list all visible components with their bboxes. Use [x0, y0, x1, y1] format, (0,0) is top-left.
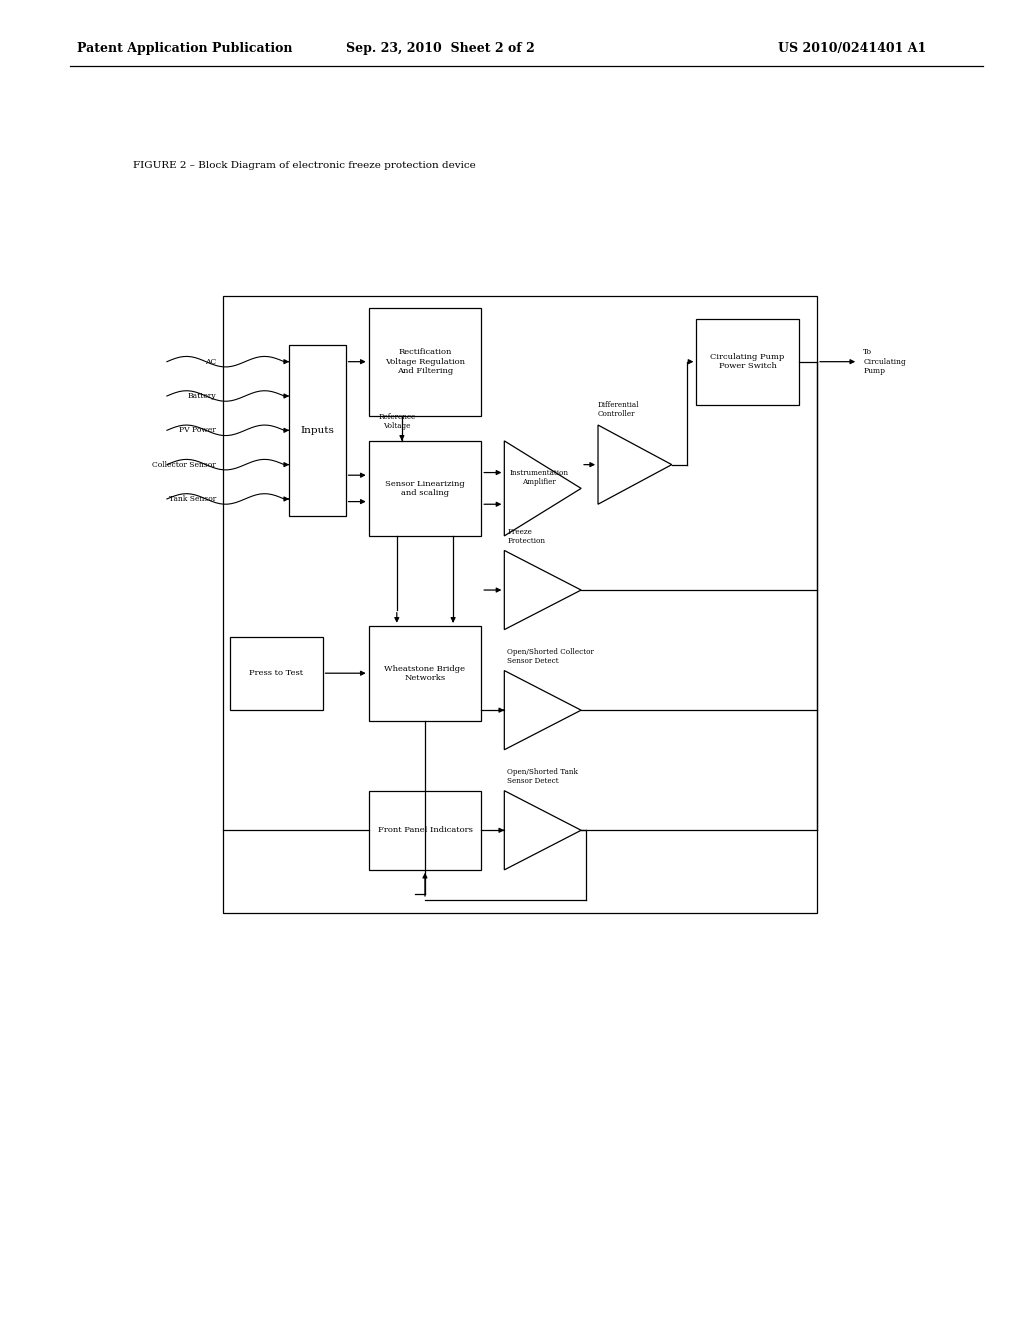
- Text: Instrumentation
Amplifier: Instrumentation Amplifier: [510, 469, 568, 487]
- Polygon shape: [598, 425, 672, 504]
- Text: Battery: Battery: [187, 392, 216, 400]
- Text: Reference
Voltage: Reference Voltage: [378, 413, 416, 430]
- Polygon shape: [505, 671, 582, 750]
- Text: Press to Test: Press to Test: [250, 669, 303, 677]
- Text: Patent Application Publication: Patent Application Publication: [77, 42, 292, 55]
- Text: Inputs: Inputs: [300, 426, 335, 434]
- Text: Differential
Controller: Differential Controller: [598, 401, 640, 418]
- Text: Collector Sensor: Collector Sensor: [153, 461, 216, 469]
- Text: Open/Shorted Tank
Sensor Detect: Open/Shorted Tank Sensor Detect: [508, 768, 579, 785]
- Text: Sensor Linearizing
and scaling: Sensor Linearizing and scaling: [385, 479, 465, 498]
- FancyBboxPatch shape: [230, 638, 323, 710]
- Text: US 2010/0241401 A1: US 2010/0241401 A1: [778, 42, 927, 55]
- Polygon shape: [505, 791, 582, 870]
- FancyBboxPatch shape: [369, 441, 481, 536]
- Text: Wheatstone Bridge
Networks: Wheatstone Bridge Networks: [384, 664, 466, 682]
- Text: Rectification
Voltage Regulation
And Filtering: Rectification Voltage Regulation And Fil…: [385, 348, 465, 375]
- FancyBboxPatch shape: [696, 319, 799, 404]
- FancyBboxPatch shape: [369, 791, 481, 870]
- Text: Tank Sensor: Tank Sensor: [169, 495, 216, 503]
- FancyBboxPatch shape: [223, 296, 817, 913]
- Text: Sep. 23, 2010  Sheet 2 of 2: Sep. 23, 2010 Sheet 2 of 2: [346, 42, 535, 55]
- Text: AC: AC: [205, 358, 216, 366]
- Text: FIGURE 2 – Block Diagram of electronic freeze protection device: FIGURE 2 – Block Diagram of electronic f…: [133, 161, 476, 169]
- Polygon shape: [505, 441, 582, 536]
- Text: PV Power: PV Power: [179, 426, 216, 434]
- FancyBboxPatch shape: [369, 308, 481, 416]
- Text: To
Circulating
Pump: To Circulating Pump: [863, 348, 906, 375]
- FancyBboxPatch shape: [369, 626, 481, 721]
- FancyBboxPatch shape: [289, 345, 345, 516]
- Polygon shape: [505, 550, 582, 630]
- Text: Freeze
Protection: Freeze Protection: [508, 528, 546, 545]
- Text: Front Panel Indicators: Front Panel Indicators: [378, 826, 472, 834]
- Text: Circulating Pump
Power Switch: Circulating Pump Power Switch: [711, 352, 784, 371]
- Text: Open/Shorted Collector
Sensor Detect: Open/Shorted Collector Sensor Detect: [508, 648, 594, 665]
